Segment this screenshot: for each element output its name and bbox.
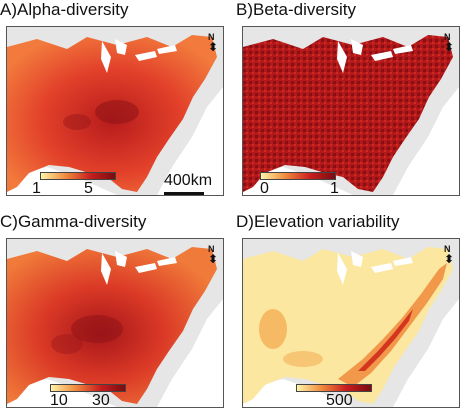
panel-title: B)Beta-diversity [236,0,356,19]
atlantic-ocean [393,299,459,407]
atlantic-ocean [157,299,223,407]
great-lakes [337,39,413,73]
region-fill [243,35,453,192]
appalachian-band [338,263,447,387]
panel-title: C)Gamma-diversity [0,212,147,231]
legend-max: 5 [84,180,93,197]
atlantic-ocean [393,87,459,195]
legend-colorbar [260,172,336,180]
panel-alpha-diversity: A)Alpha-diversity 1 5 400km N [0,0,224,197]
panel-title: D)Elevation variability [236,212,400,231]
legend-max: 1 [330,180,339,197]
panel-beta-diversity: B)Beta-diversity 0 1 N ⬍ [236,0,460,197]
legend-max: 30 [92,392,110,409]
atlantic-ocean [157,87,223,195]
north-arrow-icon: N ⬍ [444,32,455,54]
north-arrow-icon: N ⬍ [208,32,219,54]
scale-bar: 400km [164,172,213,195]
gulf-ocean [7,379,117,407]
legend-min: 10 [50,392,68,409]
legend-colorbar [296,384,372,392]
gulf-ocean [243,379,353,407]
great-lakes [101,39,177,73]
gulf-ocean [7,167,117,195]
scale-line [164,192,204,195]
panel-elevation-variability: D)Elevation variability 500 N ⬍ [236,212,460,409]
panel-gamma-diversity: C)Gamma-diversity 10 30 N ⬍ [0,212,224,409]
legend-colorbar [40,172,116,180]
map-elevation-variability [242,238,460,408]
legend-colorbar [50,384,126,392]
map-alpha-diversity [6,26,224,196]
legend-min: 0 [260,180,269,197]
great-lakes [101,251,177,285]
legend-min: 1 [32,180,41,197]
legend-max: 500 [326,392,353,409]
scale-label: 400km [164,172,213,189]
north-arrow-icon: N ⬍ [444,244,455,266]
great-lakes [337,251,413,285]
map-gamma-diversity [6,238,224,408]
map-beta-diversity [242,26,460,196]
panel-title: A)Alpha-diversity [0,0,129,19]
north-arrow-icon: N ⬍ [208,244,219,266]
